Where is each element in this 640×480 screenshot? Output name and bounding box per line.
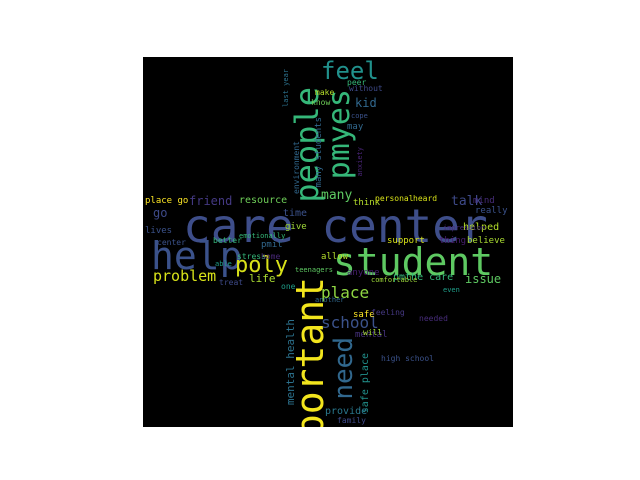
- word-life: life: [249, 272, 276, 285]
- word-another: another: [315, 296, 345, 304]
- word-place-go: place go: [145, 196, 189, 206]
- word-need: need: [329, 337, 359, 400]
- word-center: center: [157, 238, 186, 247]
- word-believe: believe: [467, 236, 505, 246]
- word-able: able: [215, 260, 232, 268]
- word-home: home: [261, 252, 281, 261]
- word-go: go: [153, 206, 168, 220]
- word-know: know: [311, 98, 331, 107]
- word-environment: environment: [292, 141, 301, 194]
- word-anyone: anyone: [347, 268, 380, 278]
- word-personal: personal: [375, 194, 414, 203]
- word-think: think: [353, 198, 381, 208]
- word-impression: impression: [443, 224, 486, 232]
- word-care-center: care center: [183, 199, 488, 253]
- word-many-students: many students: [314, 117, 324, 188]
- word-better: better: [213, 236, 242, 245]
- word-student: student: [333, 240, 494, 284]
- word-high-school: high school: [381, 354, 434, 363]
- word-allow: allow: [321, 252, 349, 262]
- word-will: will: [363, 328, 383, 337]
- word-time: time: [283, 208, 308, 219]
- word-place: place: [321, 283, 370, 302]
- word-mental-health: mental health: [284, 319, 297, 406]
- word-peer: peer: [347, 78, 367, 87]
- word-feeling: feeling: [371, 308, 405, 317]
- word-last-year: last year: [282, 69, 290, 107]
- word-anxiety: anxiety: [356, 147, 364, 177]
- word-family: family: [337, 416, 366, 425]
- word-teenagers: teenagers: [295, 266, 333, 274]
- word-friend: friend: [189, 194, 233, 208]
- word-may: may: [347, 122, 364, 132]
- word-talk: talk: [451, 194, 483, 209]
- word-comfortable: comfortable: [371, 276, 418, 284]
- word-resource: resource: [239, 195, 288, 206]
- word-support: support: [387, 236, 425, 246]
- word-pmthe-care: pmthe care: [393, 272, 454, 283]
- word-helped: helped: [463, 222, 500, 233]
- word-school: school: [321, 313, 379, 332]
- word-without: without: [349, 84, 383, 93]
- word-safe: safe: [353, 310, 375, 320]
- word-mental: mental: [355, 330, 388, 340]
- word-really: really: [475, 206, 508, 216]
- word-safe-place: safe place: [360, 353, 371, 414]
- word-even: even: [443, 286, 460, 294]
- word-poly: poly: [235, 253, 288, 278]
- word-feel: feel: [321, 57, 379, 85]
- word-thing: thing: [439, 236, 467, 246]
- word-needed: needed: [419, 314, 448, 323]
- word-make: make: [315, 88, 335, 97]
- word-mind: mind: [473, 196, 495, 206]
- word-issue: issue: [465, 272, 502, 286]
- word-treat: treat: [219, 278, 244, 287]
- word-problem: problem: [153, 267, 217, 285]
- word-provide: provide: [325, 406, 368, 417]
- word-one: one: [281, 282, 296, 291]
- word-kid: kid: [355, 96, 377, 110]
- word-cloud-canvas: care center student important help peopl…: [143, 57, 513, 427]
- word-lives: lives: [145, 226, 173, 236]
- word-stress: stress: [237, 252, 266, 261]
- word-emotionally: emotionally: [239, 232, 286, 240]
- word-heard: heard: [413, 194, 438, 203]
- word-many: many: [321, 188, 353, 203]
- word-pmit: pmit: [261, 240, 283, 250]
- word-cope: cope: [351, 112, 368, 120]
- word-give: give: [285, 222, 307, 232]
- word-help: help: [151, 234, 243, 278]
